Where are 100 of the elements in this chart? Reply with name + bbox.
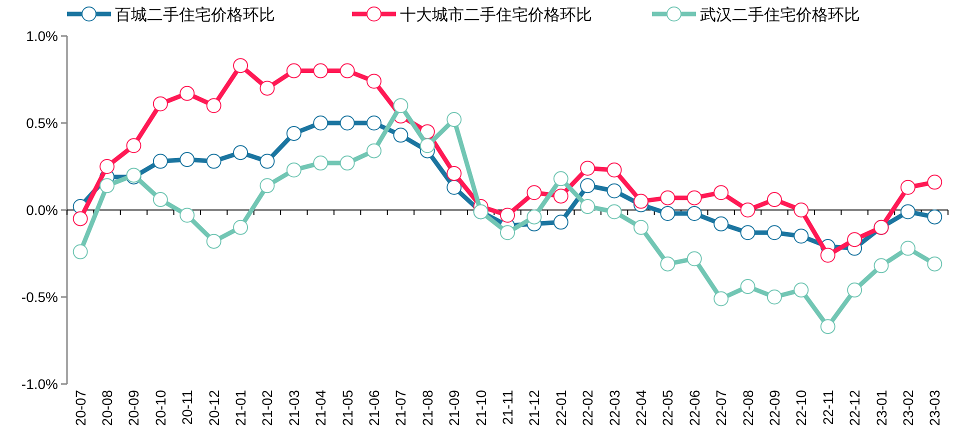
y-tick-label: -0.5% — [21, 289, 58, 305]
point — [526, 209, 542, 224]
x-tick-label: 20-10 — [152, 390, 168, 426]
point — [633, 220, 648, 235]
point — [526, 185, 542, 200]
point — [766, 225, 782, 240]
point — [340, 156, 355, 171]
point — [313, 63, 328, 78]
point — [633, 194, 648, 209]
point — [260, 154, 275, 169]
point — [794, 202, 809, 218]
point — [366, 74, 382, 89]
point — [847, 282, 862, 298]
point — [340, 116, 355, 130]
point — [126, 138, 142, 154]
point — [740, 202, 756, 218]
x-tick-label: 20-12 — [206, 390, 222, 426]
point — [714, 185, 729, 200]
x-tick-label: 21-01 — [232, 390, 249, 426]
legend-label: 武汉二手住宅价格环比 — [700, 6, 860, 24]
point — [366, 116, 382, 130]
x-tick-label: 20-08 — [99, 390, 116, 426]
x-tick-label: 22-06 — [686, 390, 702, 426]
point — [180, 152, 195, 168]
point — [393, 98, 408, 114]
x-tick-label: 21-08 — [419, 390, 436, 426]
legend-label: 十大城市二手住宅价格环比 — [400, 6, 592, 24]
point — [286, 63, 302, 78]
point — [233, 145, 248, 160]
point — [180, 208, 195, 223]
y-tick-label: 0.0% — [26, 202, 58, 218]
x-tick-label: 20-11 — [179, 390, 196, 425]
x-tick-label: 23-03 — [926, 390, 943, 426]
point — [206, 98, 222, 114]
x-tick-label: 23-02 — [900, 390, 916, 426]
x-tick-label: 22-07 — [713, 390, 730, 426]
point — [446, 166, 462, 181]
point — [900, 180, 916, 195]
x-tick-label: 21-12 — [526, 390, 542, 426]
x-tick-label: 21-09 — [446, 390, 462, 426]
x-tick-label: 22-05 — [660, 390, 676, 426]
point — [553, 214, 568, 230]
point — [660, 206, 676, 221]
point — [606, 162, 622, 178]
y-tick-label: -1.0% — [21, 376, 58, 392]
x-tick-label: 22-09 — [766, 390, 782, 426]
point — [580, 199, 596, 214]
point — [686, 251, 702, 266]
x-tick-label: 21-10 — [472, 390, 489, 426]
point — [740, 225, 756, 240]
x-tick-label: 20-07 — [72, 390, 88, 426]
point — [500, 225, 515, 240]
point — [714, 216, 729, 232]
point — [100, 159, 115, 174]
point — [686, 206, 702, 221]
point — [393, 128, 408, 143]
point — [313, 116, 328, 130]
point — [500, 208, 515, 223]
point — [766, 192, 782, 208]
point — [100, 178, 115, 194]
point — [606, 183, 622, 198]
point — [72, 211, 88, 226]
x-tick-label: 20-09 — [126, 390, 142, 426]
point — [874, 258, 889, 274]
point — [446, 112, 462, 128]
point — [794, 282, 809, 298]
point — [420, 124, 435, 140]
y-tick-label: 1.0% — [26, 28, 58, 44]
x-tick-label: 22-04 — [632, 390, 649, 426]
x-tick-label: 23-01 — [873, 390, 890, 426]
point — [900, 204, 916, 220]
point — [180, 86, 195, 101]
point — [206, 154, 222, 169]
point — [686, 190, 702, 206]
x-tick-label: 22-11 — [820, 390, 836, 425]
point — [820, 248, 836, 263]
point — [553, 171, 568, 186]
x-tick-label: 22-12 — [846, 390, 863, 426]
point — [233, 58, 248, 74]
point — [794, 228, 809, 244]
x-tick-label: 22-10 — [793, 390, 810, 426]
x-tick-label: 21-02 — [259, 390, 276, 426]
point — [72, 244, 88, 260]
point — [260, 80, 275, 96]
point — [553, 188, 568, 204]
point — [233, 220, 248, 235]
x-tick-label: 22-03 — [606, 390, 622, 426]
x-tick-label: 22-02 — [580, 390, 596, 426]
point — [927, 209, 942, 224]
point — [927, 174, 942, 190]
x-tick-label: 22-01 — [552, 390, 569, 426]
point — [766, 290, 782, 304]
point — [152, 96, 168, 112]
x-tick-label: 21-11 — [500, 390, 516, 425]
y-tick-label: 0.5% — [26, 115, 58, 131]
point — [206, 234, 222, 249]
x-tick-label: 21-07 — [392, 390, 409, 426]
point — [446, 180, 462, 195]
point — [313, 156, 328, 171]
point — [660, 190, 676, 206]
